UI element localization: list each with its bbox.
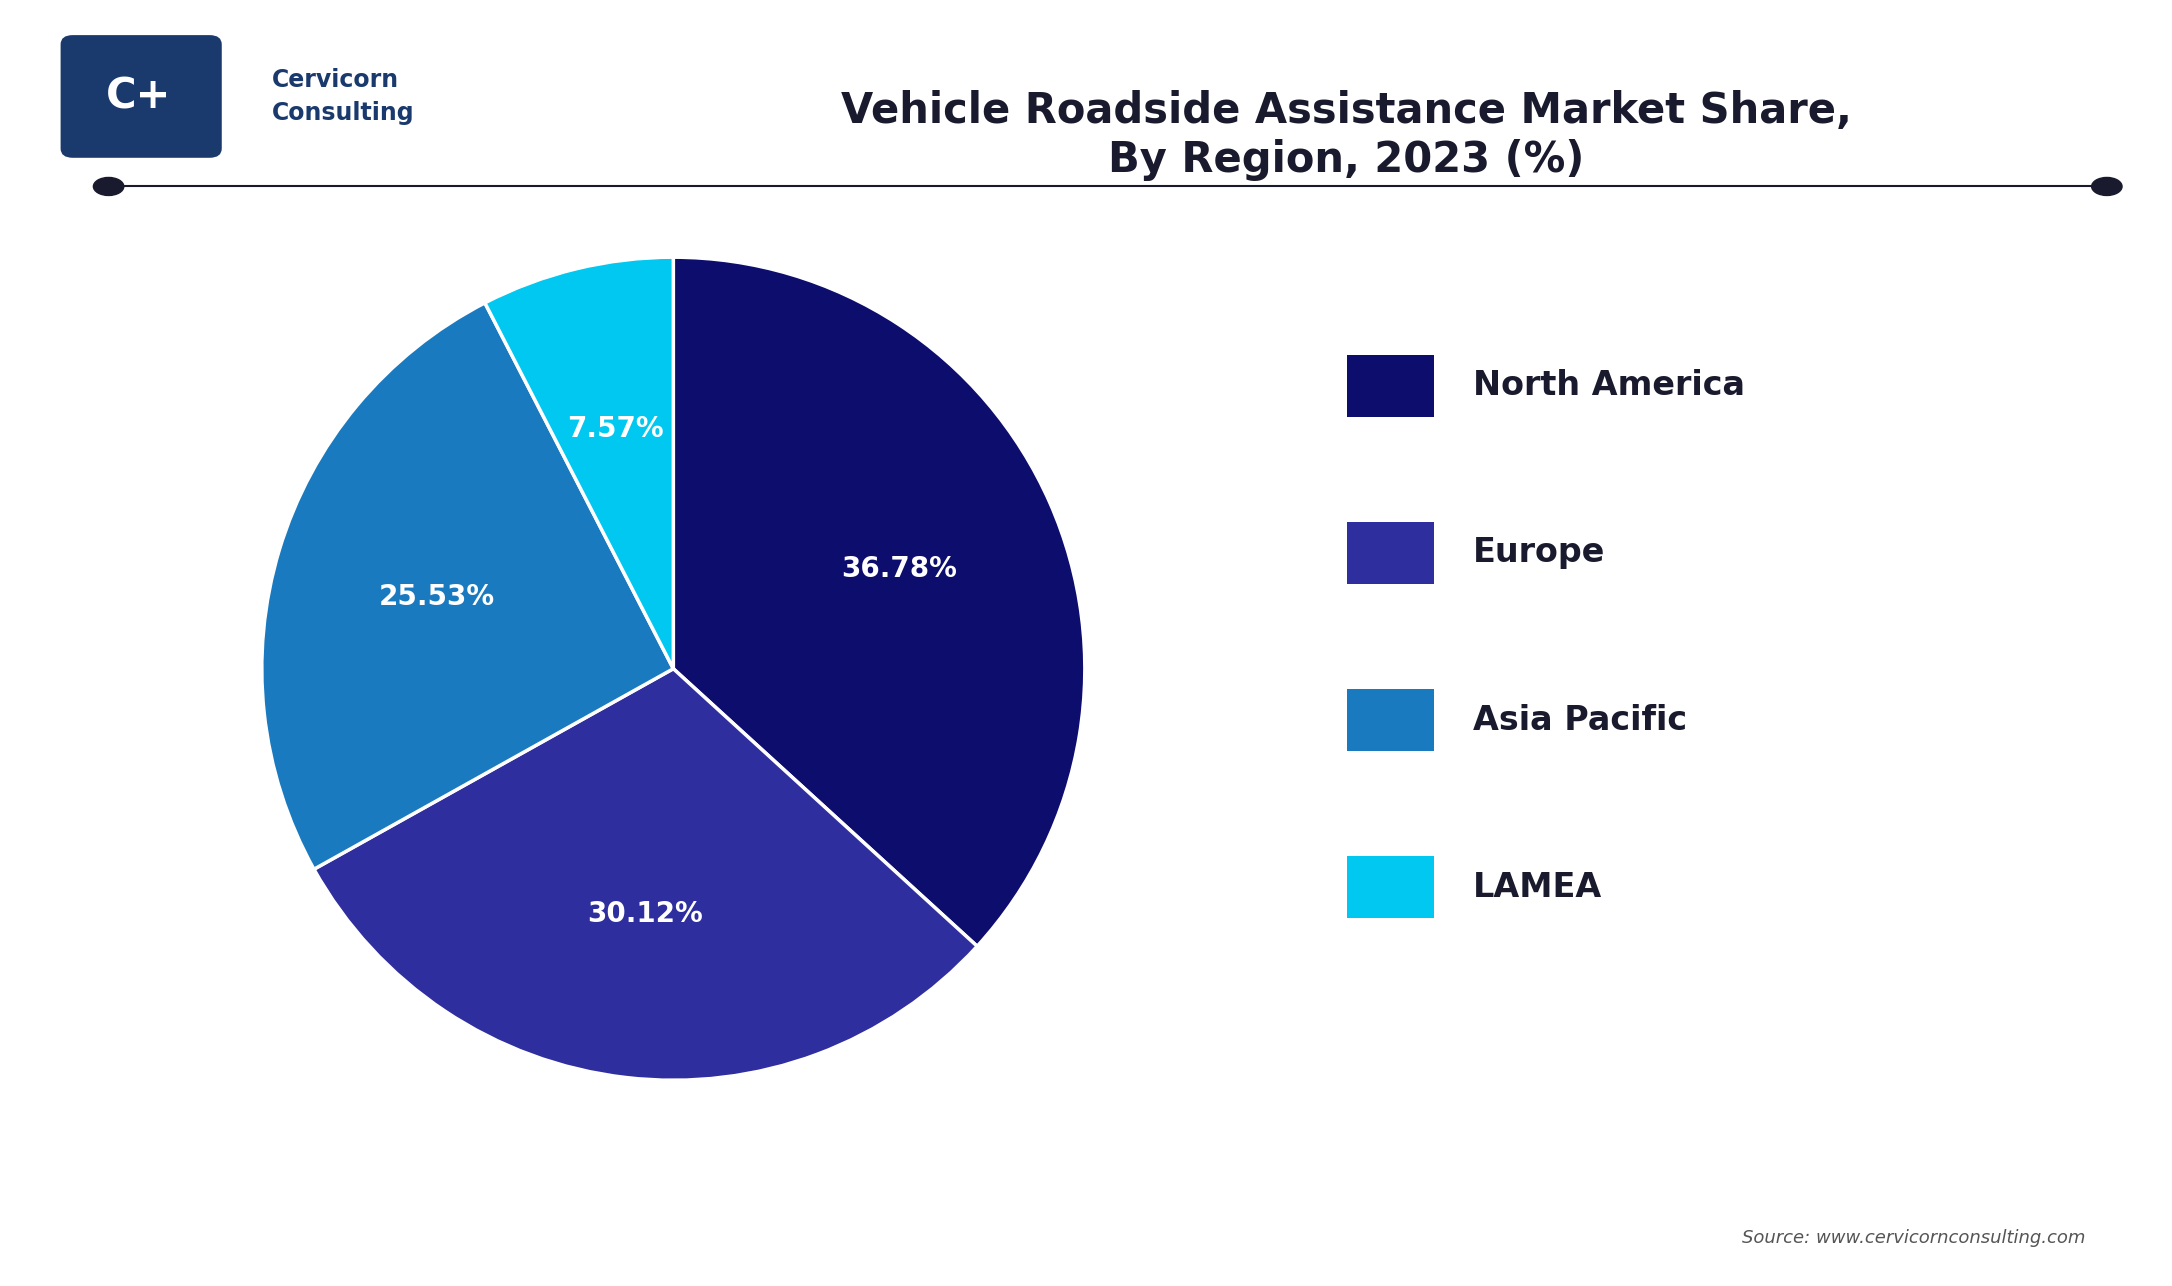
Wedge shape — [673, 257, 1084, 946]
Text: 36.78%: 36.78% — [841, 556, 958, 583]
Text: Asia Pacific: Asia Pacific — [1473, 703, 1688, 737]
FancyBboxPatch shape — [61, 35, 222, 158]
Wedge shape — [263, 303, 673, 869]
Text: LAMEA: LAMEA — [1473, 871, 1603, 904]
Text: 25.53%: 25.53% — [378, 584, 495, 611]
Text: 30.12%: 30.12% — [586, 900, 704, 928]
Text: Source: www.cervicornconsulting.com: Source: www.cervicornconsulting.com — [1742, 1229, 2085, 1247]
Text: 7.57%: 7.57% — [567, 415, 662, 442]
Text: Europe: Europe — [1473, 536, 1605, 570]
Wedge shape — [315, 669, 977, 1080]
Text: North America: North America — [1473, 369, 1744, 403]
Wedge shape — [484, 257, 673, 669]
Text: Cervicorn
Consulting: Cervicorn Consulting — [272, 68, 415, 125]
Text: Vehicle Roadside Assistance Market Share,
By Region, 2023 (%): Vehicle Roadside Assistance Market Share… — [841, 90, 1853, 180]
Text: C+: C+ — [106, 76, 172, 117]
